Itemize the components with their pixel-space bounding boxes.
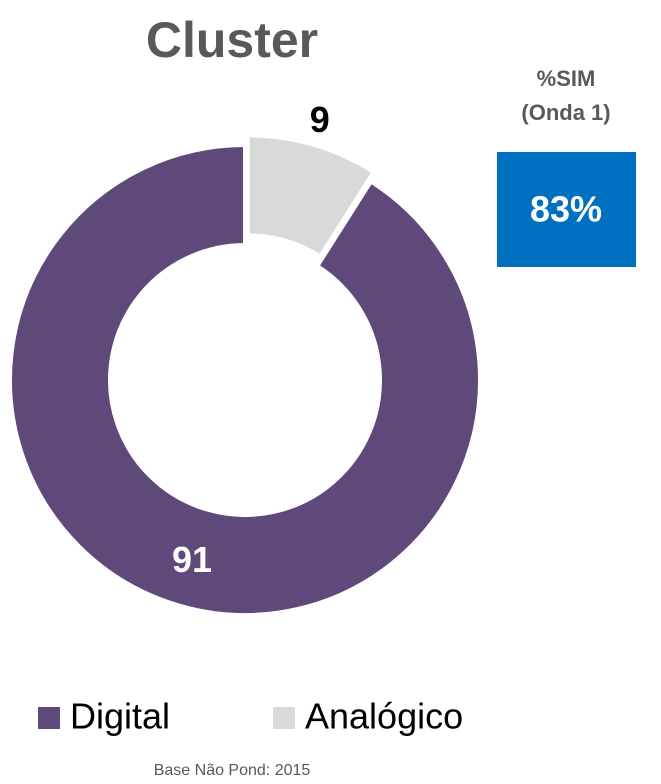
legend-label: Analógico — [305, 696, 463, 737]
chart-title: Cluster — [146, 12, 318, 68]
note: Base Não Pond: 2015 — [154, 762, 311, 779]
legend-swatch — [38, 707, 60, 729]
legend-swatch — [273, 707, 295, 729]
legend-label: Digital — [70, 696, 170, 737]
slice — [8, 142, 482, 617]
box-label: %SIM — [537, 66, 596, 91]
sim-box — [497, 152, 636, 267]
data-label: 91 — [172, 539, 212, 580]
slice — [245, 133, 377, 260]
box-value: 83% — [530, 189, 602, 230]
data-label: 9 — [310, 99, 330, 140]
box-label: (Onda 1) — [521, 100, 610, 125]
